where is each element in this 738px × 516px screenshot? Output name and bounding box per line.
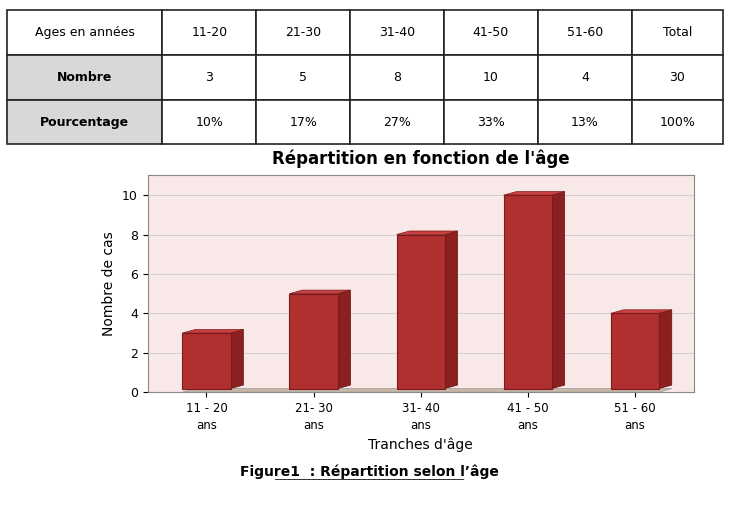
Text: 41-50: 41-50 [473, 26, 509, 39]
Text: 3: 3 [205, 71, 213, 84]
Bar [182, 333, 230, 389]
Bar [351, 55, 444, 100]
Polygon shape [552, 191, 565, 389]
Text: 4: 4 [581, 71, 589, 84]
Text: 10%: 10% [196, 116, 224, 128]
Text: 11-20: 11-20 [191, 26, 227, 39]
Text: Nombre: Nombre [58, 71, 113, 84]
Polygon shape [289, 290, 351, 294]
Polygon shape [396, 231, 458, 235]
Bar [538, 10, 632, 55]
Bar [351, 100, 444, 144]
Bar [632, 10, 723, 55]
Text: 5: 5 [300, 71, 307, 84]
Bar [256, 100, 351, 144]
Polygon shape [182, 330, 244, 333]
Text: 21-30: 21-30 [285, 26, 321, 39]
Polygon shape [445, 231, 458, 389]
Text: 27%: 27% [383, 116, 411, 128]
Bar [538, 100, 632, 144]
Text: Total: Total [663, 26, 692, 39]
Text: Pourcentage: Pourcentage [41, 116, 129, 128]
Bar [162, 55, 256, 100]
Polygon shape [659, 310, 672, 389]
Y-axis label: Nombre de cas: Nombre de cas [103, 231, 117, 336]
Text: 10: 10 [483, 71, 499, 84]
Bar [444, 100, 538, 144]
Text: 17%: 17% [289, 116, 317, 128]
Bar [256, 10, 351, 55]
Bar [396, 235, 445, 389]
Bar [632, 100, 723, 144]
Text: 13%: 13% [571, 116, 599, 128]
Text: 30: 30 [669, 71, 686, 84]
Bar [256, 55, 351, 100]
Bar [611, 313, 659, 389]
Polygon shape [338, 290, 351, 389]
Text: ──────────────────────────────────────: ────────────────────────────────────── [274, 474, 464, 483]
Text: 8: 8 [393, 71, 401, 84]
Bar [7, 10, 162, 55]
Polygon shape [503, 191, 565, 195]
Bar [632, 55, 723, 100]
Bar [503, 195, 552, 389]
Bar [289, 294, 338, 389]
Bar [444, 55, 538, 100]
Polygon shape [230, 330, 244, 389]
Bar [351, 10, 444, 55]
Bar [538, 55, 632, 100]
Polygon shape [611, 310, 672, 313]
Polygon shape [182, 389, 672, 392]
Text: Figure1  : Répartition selon l’âge: Figure1 : Répartition selon l’âge [240, 465, 498, 479]
Title: Répartition en fonction de l'âge: Répartition en fonction de l'âge [272, 150, 570, 168]
Bar [7, 100, 162, 144]
Bar [7, 55, 162, 100]
Bar [444, 10, 538, 55]
Text: 51-60: 51-60 [567, 26, 603, 39]
X-axis label: Tranches d'âge: Tranches d'âge [368, 438, 473, 452]
Text: 31-40: 31-40 [379, 26, 415, 39]
Text: 100%: 100% [660, 116, 695, 128]
Text: Ages en années: Ages en années [35, 26, 135, 39]
Bar [162, 10, 256, 55]
Text: 33%: 33% [477, 116, 505, 128]
Bar [162, 100, 256, 144]
